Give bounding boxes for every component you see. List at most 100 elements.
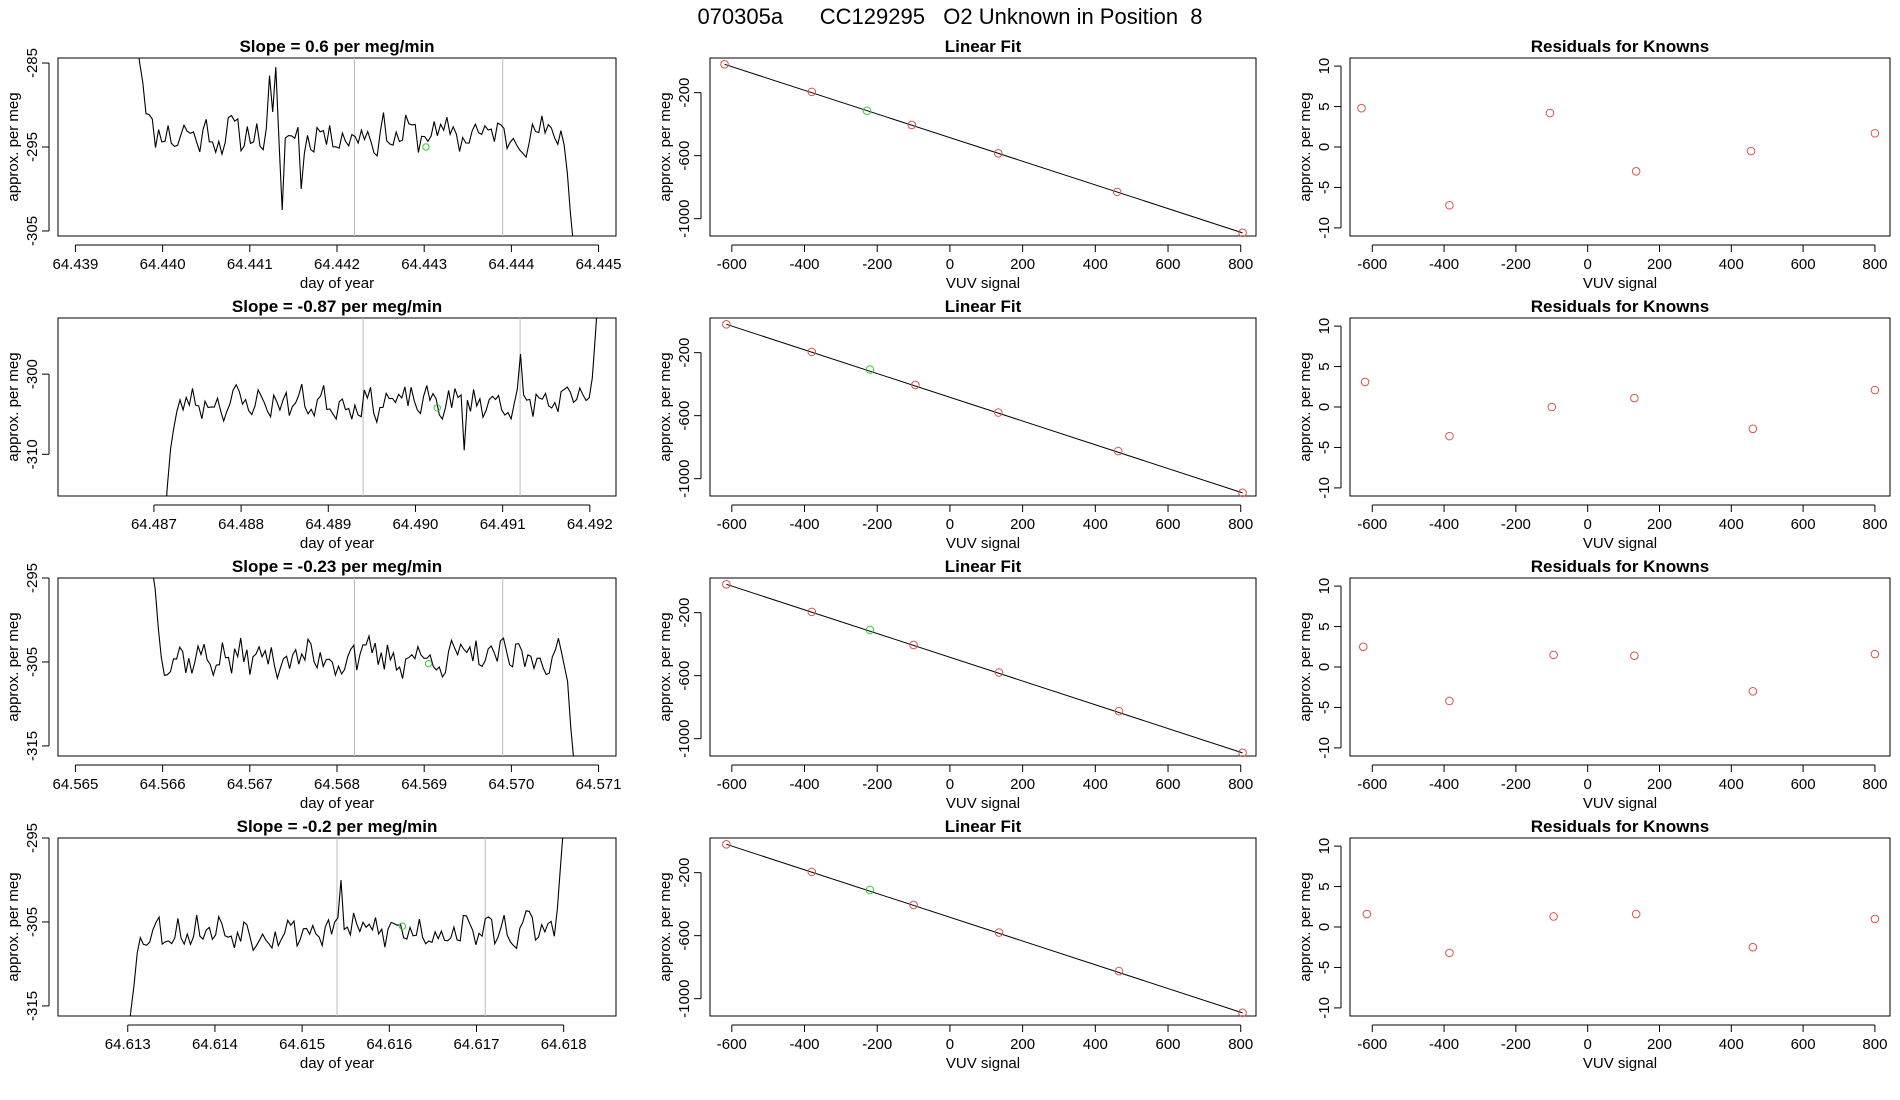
panel-3-2-known-point bbox=[994, 668, 1004, 677]
panel-2-2-unknown-point bbox=[865, 365, 875, 374]
panel-2-2-known-point bbox=[993, 408, 1003, 417]
panel-2-2-known-point bbox=[722, 320, 731, 329]
panel-3-2-known-point bbox=[1114, 706, 1124, 716]
panel-1-2-known-point bbox=[907, 120, 917, 130]
panel-3-3-x-tick-label: -400 bbox=[1429, 776, 1459, 793]
panel-3-3-frame bbox=[1349, 577, 1891, 757]
panel-2-3-known-point bbox=[1630, 393, 1639, 403]
panel-3-2-known-point bbox=[1238, 748, 1247, 758]
panel-4-3-x-tick-label: 800 bbox=[1862, 1036, 1887, 1053]
panel-3-1-x-tick-label: 64.566 bbox=[140, 776, 186, 793]
panel-2-3-frame bbox=[1349, 317, 1891, 497]
panel-2-3-known-point bbox=[1870, 385, 1880, 395]
panel-1-2-y-tick-label: -600 bbox=[676, 141, 693, 171]
panel-2-1-trace-line bbox=[166, 318, 598, 496]
panel-4-3-x-tick-label: -400 bbox=[1429, 1036, 1459, 1053]
panel-4-2-frame bbox=[709, 837, 1257, 1017]
panel-3-2-y-tick-label: -600 bbox=[676, 661, 693, 691]
panel-4-2-x-tick-label: 600 bbox=[1156, 1036, 1181, 1053]
panel-4-2-known-point bbox=[1114, 966, 1124, 976]
panel-4-3-x-tick-label: 200 bbox=[1647, 1036, 1672, 1053]
panel-2-2-known-point bbox=[1113, 446, 1123, 456]
panel-3-3-known-point bbox=[1870, 649, 1880, 659]
panel-2-3-x-tick-label: 800 bbox=[1862, 516, 1887, 533]
panel-1-2-known-point bbox=[720, 60, 729, 69]
panel-2-3-x-tick-label: -600 bbox=[1357, 516, 1387, 533]
panel-2-2-known-point bbox=[1238, 488, 1247, 498]
panel-4-1-x-tick-label: 64.617 bbox=[454, 1036, 500, 1053]
panel-1-1-x-axis-label: day of year bbox=[300, 275, 374, 292]
panel-2-3-x-tick-label: 0 bbox=[1584, 516, 1592, 533]
panel-2-3-known-point bbox=[1748, 424, 1758, 434]
panel-4-1-x-tick-label: 64.618 bbox=[541, 1036, 587, 1053]
panel-1-2-x-tick-label: -600 bbox=[717, 256, 747, 273]
panel-4-2-x-axis-label: VUV signal bbox=[946, 1055, 1020, 1072]
panel-4-3-y-tick-label: 0 bbox=[1316, 923, 1333, 931]
panel-4-2-known-point bbox=[1238, 1008, 1247, 1018]
panel-1-3-y-tick-label: -10 bbox=[1316, 217, 1333, 239]
panel-1-3-x-tick-label: 800 bbox=[1862, 256, 1887, 273]
panel-4-2-unknown-point bbox=[865, 885, 875, 895]
panel-3-3-y-tick-label: 5 bbox=[1316, 622, 1333, 630]
panel-3-3-y-tick-label: 10 bbox=[1316, 578, 1333, 595]
panel-4-2-title: Linear Fit bbox=[945, 817, 1022, 836]
panel-3-2-x-tick-label: 0 bbox=[946, 776, 954, 793]
panel-1-2-known-point bbox=[1238, 228, 1247, 238]
panel-4-1-x-tick-label: 64.614 bbox=[192, 1036, 238, 1053]
panel-4-2-x-tick-label: 400 bbox=[1083, 1036, 1108, 1053]
panel-4-2-y-tick-label: -600 bbox=[676, 921, 693, 951]
panel-1-2-known-point bbox=[993, 149, 1003, 158]
page-title: 070305a CC129295 O2 Unknown in Position … bbox=[697, 4, 1203, 29]
panel-1-1-unknown-point bbox=[422, 143, 430, 151]
panel-2-3-x-tick-label: 200 bbox=[1647, 516, 1672, 533]
panel-2-2-y-tick-label: -200 bbox=[676, 338, 693, 368]
panel-3-3-y-tick-label: -10 bbox=[1316, 737, 1333, 759]
panel-2-3-y-axis-label: approx. per meg bbox=[1297, 352, 1314, 461]
panel-3-2-known-point bbox=[807, 607, 817, 617]
panel-4-3-x-tick-label: 0 bbox=[1584, 1036, 1592, 1053]
panel-4-2-x-tick-label: -600 bbox=[717, 1036, 747, 1053]
panel-3-1-frame bbox=[57, 577, 617, 757]
panel-2-1-y-tick-label: -300 bbox=[24, 359, 41, 389]
panel-3-2-y-axis-label: approx. per meg bbox=[657, 612, 674, 721]
panel-4-3-x-axis-label: VUV signal bbox=[1583, 1055, 1657, 1072]
panel-2-1-x-tick-label: 64.492 bbox=[567, 516, 613, 533]
panel-3-2-frame bbox=[709, 577, 1257, 757]
panel-2-3-y-tick-label: 0 bbox=[1316, 403, 1333, 411]
panel-4-2-y-axis-label: approx. per meg bbox=[657, 872, 674, 981]
panel-1-3-x-tick-label: 600 bbox=[1791, 256, 1816, 273]
panel-4-3-y-tick-label: 10 bbox=[1316, 838, 1333, 855]
panel-2-3-known-point bbox=[1547, 402, 1557, 412]
panel-3-2-fit-line bbox=[726, 583, 1243, 754]
panel-4-2-x-tick-label: -400 bbox=[789, 1036, 819, 1053]
panel-3-3-known-point bbox=[1445, 696, 1454, 706]
panel-4-2-fit-line bbox=[726, 843, 1243, 1014]
panel-1-2-y-axis-label: approx. per meg bbox=[657, 92, 674, 201]
panel-3-3-title: Residuals for Knowns bbox=[1531, 557, 1710, 576]
panel-2-1-y-axis-label: approx. per meg bbox=[5, 352, 22, 461]
panel-2-1-x-tick-label: 64.487 bbox=[131, 516, 177, 533]
panel-1-3-x-tick-label: 0 bbox=[1584, 256, 1592, 273]
panel-1-1-title: Slope = 0.6 per meg/min bbox=[239, 37, 434, 56]
panel-1-2-title: Linear Fit bbox=[945, 37, 1022, 56]
panel-3-1-trace-line bbox=[152, 578, 574, 756]
panel-3-1-x-tick-label: 64.565 bbox=[52, 776, 98, 793]
panel-4-1-y-tick-label: -315 bbox=[24, 991, 41, 1021]
panel-3-2-x-tick-label: 600 bbox=[1156, 776, 1181, 793]
panel-4-3-x-tick-label: -600 bbox=[1357, 1036, 1387, 1053]
panel-1-3-known-point bbox=[1631, 166, 1641, 176]
panel-4-3-known-point bbox=[1549, 912, 1558, 921]
panel-1-2-y-tick-label: -200 bbox=[676, 78, 693, 108]
panel-3-1-unknown-point bbox=[424, 659, 433, 668]
panel-1-3-y-tick-label: 5 bbox=[1316, 102, 1333, 110]
panel-3-3-x-tick-label: -600 bbox=[1357, 776, 1387, 793]
panel-3-3-known-point bbox=[1358, 642, 1368, 652]
panel-2-2-y-tick-label: -600 bbox=[676, 401, 693, 431]
panel-4-3-known-point bbox=[1362, 909, 1372, 919]
panel-1-3-x-tick-label: -400 bbox=[1429, 256, 1459, 273]
panel-2-1-x-axis-label: day of year bbox=[300, 535, 374, 552]
panel-2-3-x-tick-label: -200 bbox=[1501, 516, 1531, 533]
panel-3-3-y-axis-label: approx. per meg bbox=[1297, 612, 1314, 721]
panel-3-2-x-tick-label: 200 bbox=[1010, 776, 1035, 793]
